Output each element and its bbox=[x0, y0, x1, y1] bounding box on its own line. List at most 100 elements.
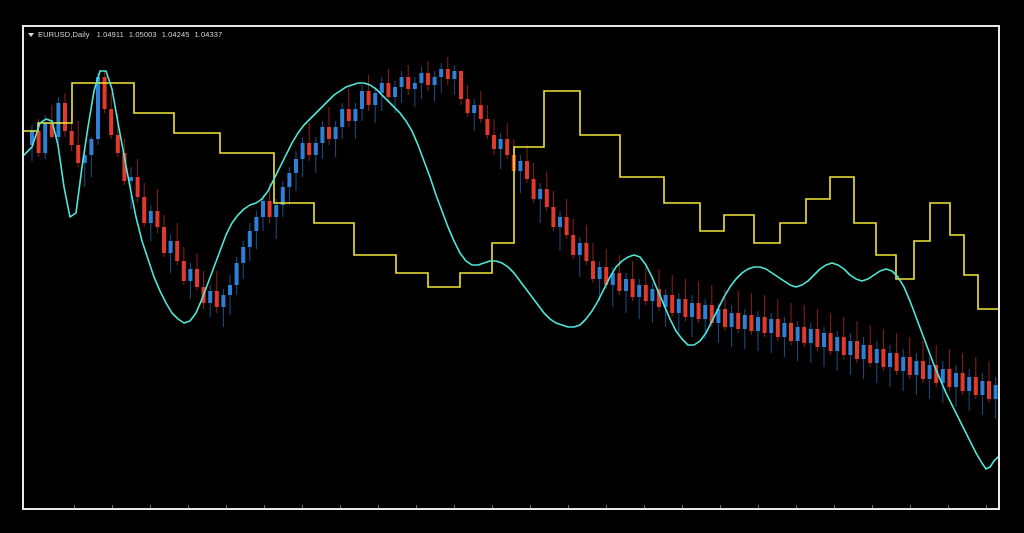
candle-body bbox=[881, 349, 886, 367]
candle-body bbox=[181, 261, 186, 281]
candle-wick bbox=[599, 261, 601, 301]
candle-body bbox=[208, 291, 213, 303]
candle-body bbox=[630, 279, 635, 297]
candle-body bbox=[43, 123, 48, 153]
candle-body bbox=[940, 369, 945, 383]
candle-body bbox=[663, 295, 668, 307]
candle-body bbox=[934, 365, 939, 383]
axis-tick bbox=[530, 505, 531, 508]
candle-wick bbox=[539, 183, 541, 223]
candle-body bbox=[742, 315, 747, 329]
candle-body bbox=[505, 139, 510, 155]
candle-body bbox=[650, 289, 655, 301]
candle-body bbox=[135, 177, 140, 197]
candle-body bbox=[848, 341, 853, 355]
candle-body bbox=[538, 189, 543, 199]
candle-body bbox=[874, 349, 879, 363]
candle-body bbox=[234, 263, 239, 285]
candle-wick bbox=[579, 237, 581, 277]
candle-body bbox=[228, 285, 232, 295]
price-plot-area[interactable] bbox=[24, 27, 998, 508]
candle-wick bbox=[698, 281, 700, 323]
candle-body bbox=[683, 299, 688, 317]
candle-body bbox=[709, 305, 714, 323]
candle-body bbox=[445, 69, 450, 79]
candle-body bbox=[76, 145, 81, 163]
candle-body bbox=[267, 201, 272, 217]
candle-body bbox=[617, 273, 622, 291]
axis-tick bbox=[758, 505, 759, 508]
signal-moving-average-line bbox=[24, 70, 998, 470]
candle-wick bbox=[473, 99, 475, 131]
candle-body bbox=[102, 77, 107, 109]
candle-body bbox=[723, 309, 727, 327]
candle-body bbox=[307, 143, 312, 155]
candle-body bbox=[287, 173, 292, 187]
candle-body bbox=[274, 205, 279, 217]
axis-tick bbox=[302, 505, 303, 508]
candle-wick bbox=[803, 305, 805, 347]
candle-body bbox=[82, 155, 87, 163]
candle-wick bbox=[71, 109, 73, 151]
axis-tick bbox=[416, 505, 417, 508]
candle-wick bbox=[328, 107, 330, 145]
candle-body bbox=[921, 361, 925, 379]
candle-body bbox=[604, 267, 609, 285]
candle-body bbox=[89, 139, 94, 155]
candle-body bbox=[465, 99, 470, 113]
candle-wick bbox=[222, 289, 224, 327]
candle-body bbox=[188, 269, 193, 281]
candle-body bbox=[927, 365, 932, 379]
candle-body bbox=[558, 217, 562, 227]
candle-wick bbox=[519, 155, 521, 193]
candle-body bbox=[478, 105, 483, 119]
axis-tick bbox=[986, 505, 987, 508]
candle-body bbox=[221, 295, 226, 307]
candle-body bbox=[960, 373, 965, 391]
candle-body bbox=[749, 315, 754, 331]
candle-body bbox=[789, 323, 793, 341]
candle-body bbox=[637, 285, 642, 297]
candle-body bbox=[412, 83, 417, 89]
candle-body bbox=[577, 243, 582, 255]
candle-body bbox=[531, 179, 536, 199]
candle-body bbox=[795, 327, 800, 341]
candle-body bbox=[346, 109, 351, 121]
candle-body bbox=[280, 187, 285, 205]
axis-tick bbox=[682, 505, 683, 508]
candle-wick bbox=[308, 123, 310, 161]
candle-body bbox=[241, 247, 246, 263]
candle-body bbox=[300, 143, 305, 159]
candle-body bbox=[584, 243, 589, 261]
axis-tick bbox=[568, 505, 569, 508]
axis-tick bbox=[606, 505, 607, 508]
candle-body bbox=[393, 87, 397, 97]
candle-body bbox=[379, 83, 384, 93]
candle-body bbox=[459, 71, 463, 99]
candle-body bbox=[802, 327, 807, 343]
axis-tick bbox=[644, 505, 645, 508]
candle-body bbox=[122, 153, 127, 181]
candle-body bbox=[993, 385, 998, 399]
candle-body bbox=[808, 329, 813, 343]
candle-body bbox=[564, 217, 569, 235]
candle-body bbox=[544, 189, 549, 207]
candle-body bbox=[485, 119, 490, 135]
candle-body bbox=[841, 337, 846, 355]
candle-body bbox=[597, 267, 602, 279]
candle-body bbox=[901, 357, 906, 371]
chart-window[interactable]: EURUSD,Daily 1.04911 1.05003 1.04245 1.0… bbox=[22, 25, 1000, 510]
candle-body bbox=[571, 235, 576, 255]
candle-body bbox=[340, 109, 345, 127]
candle-body bbox=[762, 317, 767, 333]
candle-body bbox=[769, 319, 774, 333]
candle-body bbox=[591, 261, 595, 279]
candle-body bbox=[815, 329, 820, 347]
candle-wick bbox=[170, 235, 172, 273]
candle-body bbox=[373, 93, 378, 105]
candle-body bbox=[828, 333, 833, 351]
candle-body bbox=[36, 131, 41, 153]
axis-tick bbox=[872, 505, 873, 508]
candle-body bbox=[419, 73, 424, 83]
candle-body bbox=[360, 91, 364, 109]
